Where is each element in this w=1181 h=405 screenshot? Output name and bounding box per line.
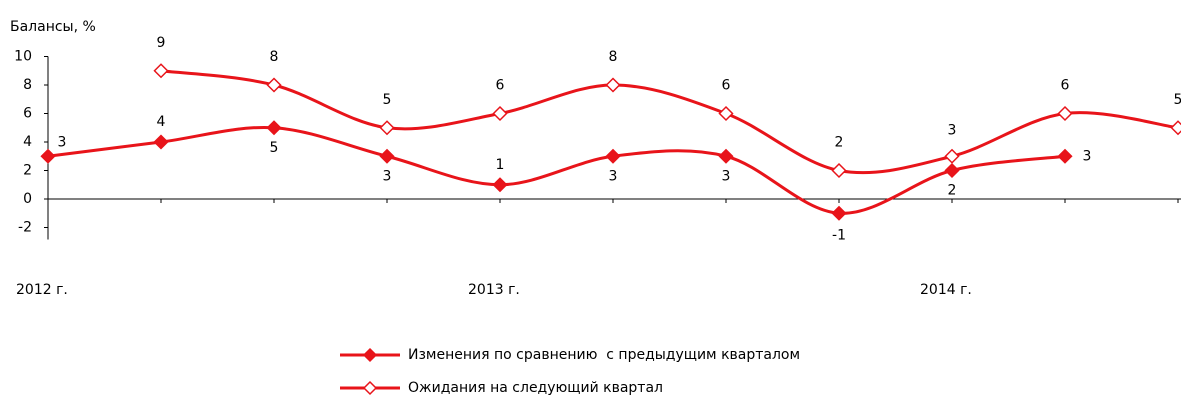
- legend-label: Ожидания на следующий квартал: [408, 380, 663, 396]
- data-label: 3: [609, 168, 618, 184]
- legend-swatch-marker: [364, 349, 376, 361]
- data-point: [494, 178, 507, 191]
- data-point: [155, 64, 168, 77]
- y-tick-label: 0: [23, 191, 32, 207]
- data-label: 3: [58, 134, 67, 150]
- data-label: 6: [496, 78, 505, 94]
- data-point: [155, 136, 168, 149]
- y-tick-label: 4: [23, 134, 32, 150]
- data-label: 8: [609, 49, 618, 65]
- data-label: 2: [948, 183, 957, 199]
- legend-label: Изменения по сравнению с предыдущим квар…: [408, 347, 800, 363]
- data-label: 4: [157, 114, 166, 130]
- series-line: [48, 127, 1065, 213]
- y-tick-label: 6: [23, 106, 32, 122]
- data-label: 8: [270, 49, 279, 65]
- data-point: [720, 150, 733, 163]
- data-point: [42, 150, 55, 163]
- data-label: 9: [157, 35, 166, 51]
- data-label: 3: [1083, 148, 1092, 164]
- data-label: 5: [383, 92, 392, 108]
- x-tick-label: 2012 г.: [16, 282, 68, 298]
- data-point: [381, 121, 394, 134]
- y-tick-label: 2: [23, 163, 32, 179]
- data-point: [833, 164, 846, 177]
- data-point: [268, 121, 281, 134]
- data-point: [381, 150, 394, 163]
- data-label: 1: [496, 157, 505, 173]
- data-label: 3: [383, 168, 392, 184]
- data-point: [833, 207, 846, 220]
- data-label: 3: [722, 168, 731, 184]
- legend-swatch-marker: [364, 382, 376, 394]
- data-point: [946, 164, 959, 177]
- data-label: 5: [270, 140, 279, 156]
- data-label: 5: [1174, 92, 1181, 108]
- data-label: 2: [835, 135, 844, 151]
- data-point: [268, 79, 281, 92]
- data-point: [946, 150, 959, 163]
- data-label: 3: [948, 122, 957, 138]
- data-point: [1059, 150, 1072, 163]
- data-label: -1: [832, 227, 846, 243]
- data-point: [1172, 121, 1181, 134]
- y-axis-label: Балансы, %: [10, 19, 96, 35]
- data-point: [607, 150, 620, 163]
- data-point: [1059, 107, 1072, 120]
- data-point: [607, 79, 620, 92]
- x-tick-label: 2014 г.: [920, 282, 972, 298]
- data-point: [720, 107, 733, 120]
- y-tick-label: -2: [18, 220, 32, 236]
- y-tick-label: 10: [14, 49, 32, 65]
- x-tick-label: 2013 г.: [468, 282, 520, 298]
- data-point: [494, 107, 507, 120]
- y-tick-label: 8: [23, 77, 32, 93]
- data-label: 6: [1061, 78, 1070, 94]
- data-label: 6: [722, 78, 731, 94]
- series-line: [161, 71, 1178, 173]
